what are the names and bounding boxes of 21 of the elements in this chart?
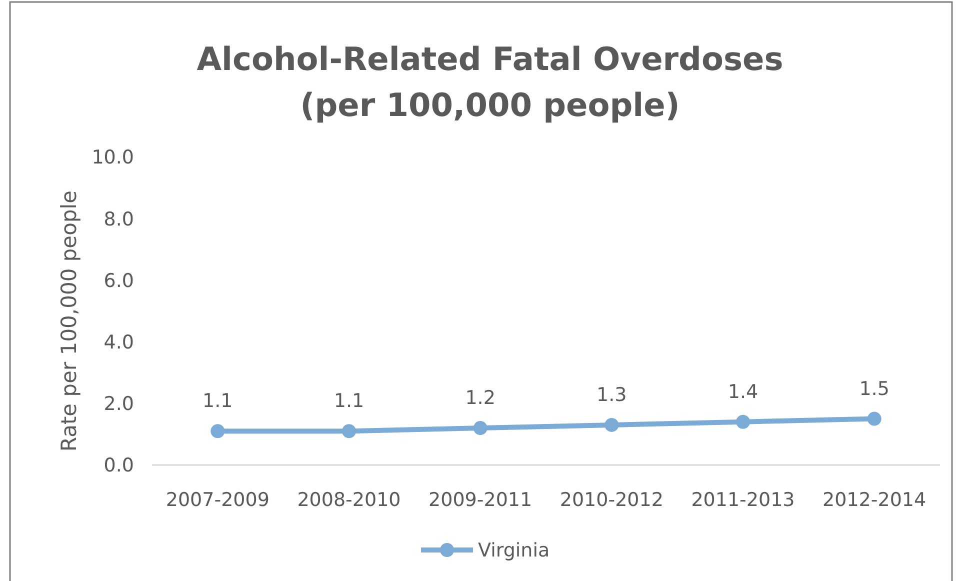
- y-tick-label: 4.0: [104, 331, 134, 354]
- y-tick-label: 2.0: [104, 393, 134, 416]
- legend-label: Virginia: [478, 540, 550, 562]
- data-label: 1.5: [859, 378, 890, 400]
- x-tick-label: 2009-2011: [428, 489, 532, 511]
- data-label: 1.4: [728, 380, 758, 403]
- y-tick-label: 8.0: [104, 208, 134, 230]
- y-tick-label: 10.0: [92, 146, 134, 169]
- x-tick-label: 2011-2013: [691, 489, 795, 511]
- x-tick-label: 2007-2009: [166, 489, 270, 511]
- y-tick-label: 0.0: [104, 454, 134, 477]
- y-axis-title: Rate per 100,000 people: [57, 190, 81, 452]
- x-tick-label: 2010-2012: [560, 489, 664, 511]
- data-label: 1.3: [596, 384, 627, 406]
- data-label: 1.1: [334, 390, 364, 412]
- data-label: 1.1: [202, 390, 233, 412]
- chart-title: Alcohol-Related Fatal Overdoses (per 100,000 people): [196, 40, 784, 124]
- y-tick-label: 6.0: [104, 270, 134, 292]
- x-tick-label: 2008-2010: [297, 489, 401, 511]
- x-tick-label: 2012-2014: [822, 489, 926, 511]
- data-label: 1.2: [465, 387, 496, 410]
